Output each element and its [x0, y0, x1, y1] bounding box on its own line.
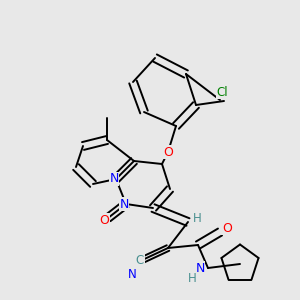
Text: O: O — [163, 146, 173, 158]
Text: N: N — [119, 197, 129, 211]
Text: N: N — [109, 172, 119, 185]
Text: N: N — [128, 268, 136, 281]
Text: H: H — [193, 212, 201, 224]
Text: Cl: Cl — [216, 85, 228, 98]
Text: O: O — [99, 214, 109, 226]
Text: C: C — [136, 254, 144, 266]
Text: N: N — [195, 262, 205, 275]
Text: O: O — [222, 221, 232, 235]
Text: H: H — [188, 272, 196, 284]
